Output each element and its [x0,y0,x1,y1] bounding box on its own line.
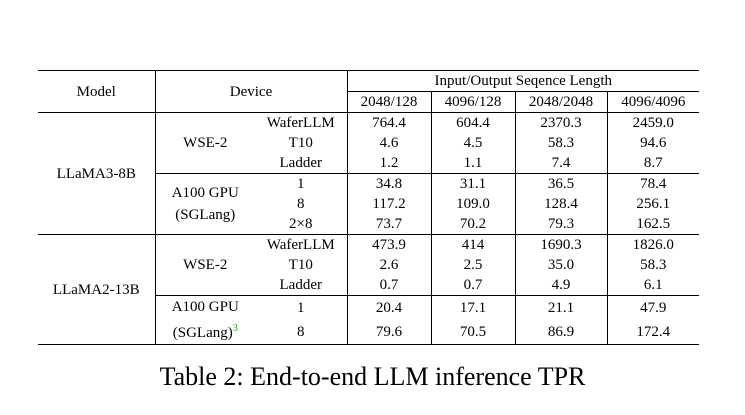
config-cell: 2×8 [289,216,313,232]
value-cell: 35.0 [514,255,608,275]
value-cell: 0.7 [346,275,432,296]
config-cell: 8 [297,324,305,340]
header-model: Model [76,83,116,100]
value-cell: 4.5 [430,133,516,153]
device-sub: (SGLang) [172,325,233,341]
value-cell: 2370.3 [514,112,608,133]
device-cell: WSE-2 [154,234,255,296]
value-cell: 109.0 [430,194,516,214]
table-row: 8 79.6 70.5 86.9 172.4 [38,320,700,345]
value-cell: 86.9 [514,320,608,345]
config-cell: T10 [288,257,313,273]
value-cell: 2459.0 [606,112,700,133]
model-cell: LLaMA3-8B [38,112,155,235]
device-cell: WSE-2 [154,112,255,174]
config-cell: 8 [297,196,305,212]
header-seq-col: 2048/2048 [514,91,608,113]
value-cell: 604.4 [430,112,516,133]
value-cell: 2.6 [346,255,432,275]
value-cell: 1.2 [346,153,432,174]
value-cell: 172.4 [606,320,700,345]
value-cell: 414 [430,234,516,255]
value-cell: 79.6 [346,320,432,345]
config-cell: WaferLLM [255,234,348,255]
table-row: A100 GPU (SGLang)3 1 20.4 17.1 21.1 47.9 [38,295,700,345]
device-name: WSE-2 [183,257,228,273]
header-seq-col: 2048/128 [346,91,432,113]
value-cell: 4.9 [514,275,608,296]
value-cell: 1826.0 [606,234,700,255]
model-cell: LLaMA2-13B [38,234,155,345]
footnote-mark: 3 [232,323,238,334]
header-seq-col: 4096/4096 [606,91,700,113]
config-cell: 1 [255,295,348,320]
value-cell: 1690.3 [514,234,608,255]
device-cell: A100 GPU (SGLang)3 [154,295,255,345]
config-cell: Ladder [279,277,322,293]
value-cell: 36.5 [514,173,608,194]
table-row: 2×8 73.7 70.2 79.3 162.5 [38,214,700,235]
value-cell: 79.3 [514,214,608,235]
header-seq-col: 4096/128 [430,91,516,113]
table-row: 8 117.2 109.0 128.4 256.1 [38,194,700,214]
device-name: WSE-2 [183,135,228,151]
device-sub: (SGLang) [175,207,236,223]
table-row: LLaMA2-13B WSE-2 WaferLLM 473.9 414 1690.3 182… [38,234,700,345]
value-cell: 0.7 [430,275,516,296]
header-seq: Input/Output Seqence Length [346,70,700,92]
value-cell: 4.6 [346,133,432,153]
caption: Table 2: End-to-end LLM inference TPR [159,362,586,391]
table-row: Ladder 1.2 1.1 7.4 8.7 [38,153,700,174]
value-cell: 8.7 [606,153,700,174]
value-cell: 70.5 [430,320,516,345]
device-name: A100 GPU [171,299,239,315]
table-row: LLaMA3-8B WSE-2 WaferLLM 764.4 604.4 2370.3 24… [38,112,700,235]
value-cell: 2.5 [430,255,516,275]
value-cell: 21.1 [514,295,608,320]
results-table: Model Device Input/Output Seqence Length… [38,70,700,345]
config-cell: Ladder [279,155,322,171]
value-cell: 58.3 [514,133,608,153]
value-cell: 473.9 [346,234,432,255]
table-row: T10 4.6 4.5 58.3 94.6 [38,133,700,153]
value-cell: 256.1 [606,194,700,214]
value-cell: 31.1 [430,173,516,194]
value-cell: 78.4 [606,173,700,194]
value-cell: 764.4 [346,112,432,133]
config-cell: T10 [288,135,313,151]
value-cell: 7.4 [514,153,608,174]
table-row: T10 2.6 2.5 35.0 58.3 [38,255,700,275]
value-cell: 1.1 [430,153,516,174]
value-cell: 94.6 [606,133,700,153]
value-cell: 47.9 [606,295,700,320]
table-row: Ladder 0.7 0.7 4.9 6.1 [38,275,700,296]
device-cell: A100 GPU (SGLang) [154,173,255,235]
config-cell: WaferLLM [255,112,348,133]
table-row: A100 GPU (SGLang) 1 34.8 31.1 36.5 78.4 [38,173,700,235]
config-cell: 1 [255,173,348,194]
value-cell: 58.3 [606,255,700,275]
device-name: A100 GPU [171,185,239,201]
value-cell: 6.1 [606,275,700,296]
value-cell: 73.7 [346,214,432,235]
header-device: Device [154,70,348,113]
value-cell: 128.4 [514,194,608,214]
value-cell: 70.2 [430,214,516,235]
value-cell: 162.5 [606,214,700,235]
value-cell: 117.2 [346,194,432,214]
value-cell: 17.1 [430,295,516,320]
value-cell: 20.4 [346,295,432,320]
value-cell: 34.8 [346,173,432,194]
